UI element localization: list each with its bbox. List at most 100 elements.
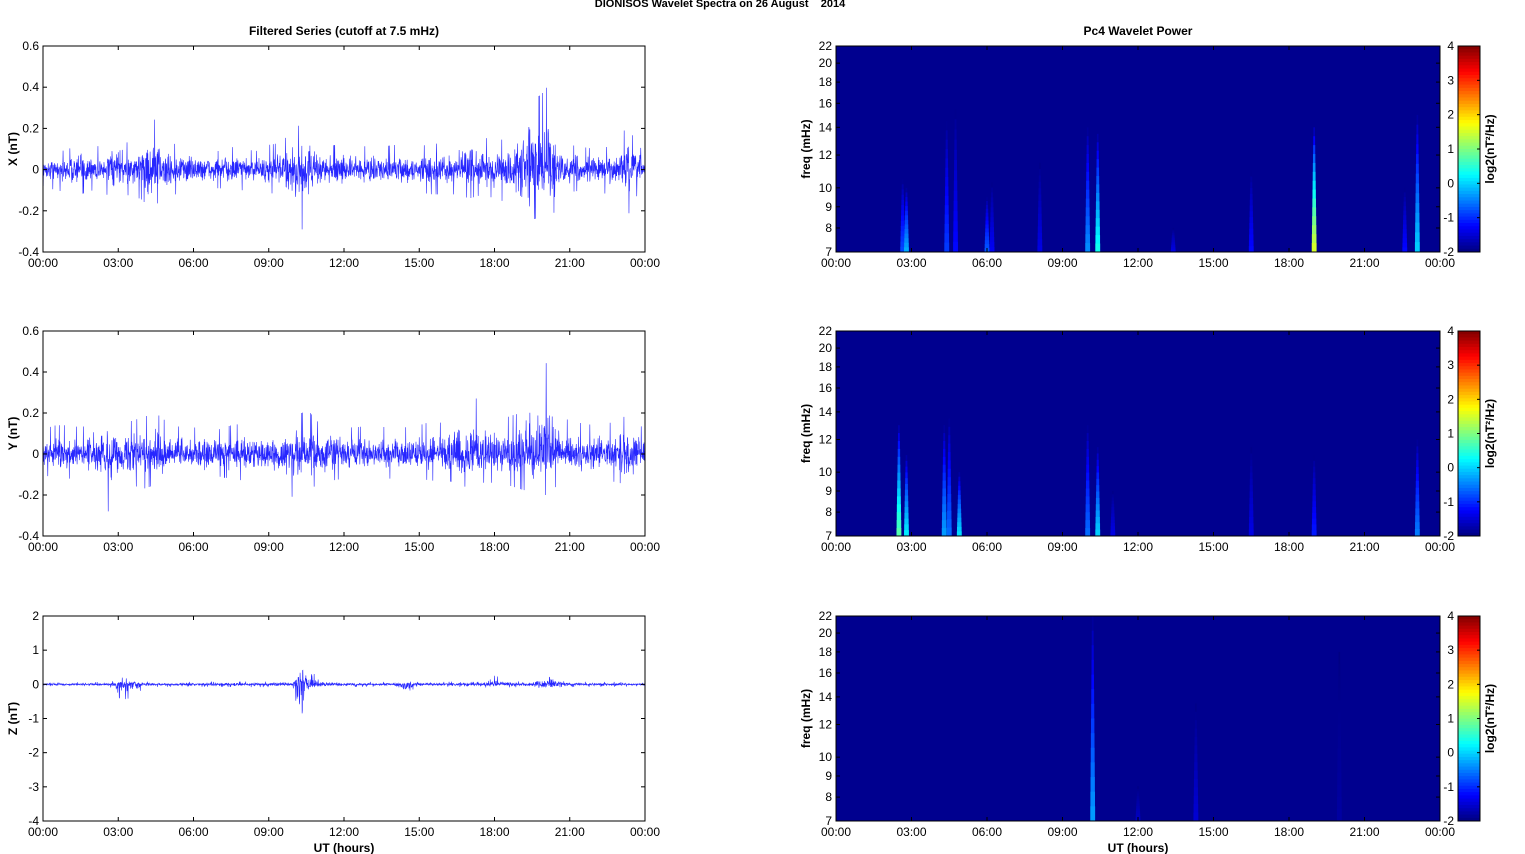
wavelet-burst <box>1416 134 1419 145</box>
wavelet-burst <box>1403 206 1407 212</box>
wavelet-burst <box>958 472 961 478</box>
wavelet-burst <box>1338 700 1341 713</box>
x-tick-label: 03:00 <box>896 825 926 839</box>
wavelet-burst <box>1416 460 1419 468</box>
wavelet-burst <box>1136 803 1140 807</box>
colorbar-cell <box>1458 503 1480 508</box>
wavelet-burst <box>1171 234 1175 237</box>
wavelet-burst <box>1111 497 1114 502</box>
colorbar-cell <box>1458 625 1480 630</box>
wavelet-burst <box>1085 520 1090 529</box>
x-tick-label: 03:00 <box>103 256 133 270</box>
wavelet-burst <box>1416 124 1419 135</box>
wavelet-burst <box>1248 529 1254 537</box>
wavelet-burst <box>904 530 909 537</box>
wavelet-burst <box>1085 504 1090 513</box>
x-tick-label: 00:00 <box>821 825 851 839</box>
colorbar-cell <box>1458 427 1480 431</box>
y-tick-label: 7 <box>825 529 832 543</box>
wavelet-burst <box>1136 798 1140 802</box>
wavelet-burst <box>1172 233 1175 236</box>
colorbar-cell <box>1458 210 1480 214</box>
wavelet-burst <box>1037 232 1043 240</box>
y-tick-label: 12 <box>819 148 833 162</box>
colorbar-cell <box>1458 641 1480 646</box>
colorbar-cell <box>1458 740 1480 745</box>
wavelet-burst <box>1137 788 1139 792</box>
wavelet-burst <box>904 233 909 239</box>
wavelet-burst <box>1249 510 1254 518</box>
wavelet-burst <box>989 242 995 248</box>
x-tick-label: 00:00 <box>821 256 851 270</box>
wavelet-burst <box>1249 217 1254 224</box>
y-tick-label: 7 <box>825 814 832 828</box>
colorbar-cell <box>1458 616 1480 620</box>
colorbar-cell <box>1458 638 1480 643</box>
spectrogram-background <box>836 331 1440 536</box>
y-axis-label: freq (mHz) <box>799 404 813 463</box>
y-tick-label: 18 <box>819 75 833 89</box>
wavelet-burst <box>1039 162 1041 170</box>
colorbar-cell <box>1458 475 1480 479</box>
colorbar-cell <box>1458 78 1480 82</box>
wavelet-burst <box>1095 226 1100 236</box>
wavelet-burst <box>1416 467 1419 475</box>
x-tick-label: 15:00 <box>1198 540 1228 554</box>
wavelet-burst <box>1250 447 1253 454</box>
y-tick-label: 20 <box>819 56 833 70</box>
y-tick-label: 8 <box>825 221 832 235</box>
colorbar-label: log2(nT²/Hz) <box>1483 114 1497 183</box>
signal-trace <box>42 363 646 512</box>
wavelet-burst <box>896 512 902 521</box>
wavelet-burst <box>1337 772 1342 786</box>
wavelet-burst <box>1091 718 1095 734</box>
x-tick-label: 09:00 <box>1047 825 1077 839</box>
wavelet-burst <box>900 231 905 237</box>
wavelet-burst <box>1090 806 1096 822</box>
wavelet-burst <box>945 177 949 187</box>
colorbar-cell <box>1458 808 1480 812</box>
wavelet-burst <box>1085 528 1091 537</box>
wavelet-burst <box>1096 142 1099 152</box>
wavelet-burst <box>1095 235 1101 244</box>
wavelet-burst <box>1091 616 1094 632</box>
wavelet-burst <box>1249 228 1254 235</box>
wavelet-burst <box>897 448 901 458</box>
signal-trace <box>42 669 646 714</box>
wavelet-burst <box>953 190 958 202</box>
wavelet-burst <box>1095 510 1100 518</box>
colorbar-cell <box>1458 420 1480 425</box>
wavelet-burst <box>946 519 952 529</box>
y-tick-label: 0 <box>32 447 39 461</box>
colorbar-tick-label: 2 <box>1447 392 1454 406</box>
wavelet-burst <box>1091 630 1094 646</box>
wavelet-burst <box>1038 175 1041 183</box>
y-tick-label: 22 <box>819 609 833 623</box>
wavelet-burst <box>1311 243 1317 253</box>
colorbar-cell <box>1458 705 1480 710</box>
colorbar-cell <box>1458 84 1480 89</box>
y-tick-label: 12 <box>819 718 833 732</box>
wavelet-burst <box>985 232 989 237</box>
wavelet-burst <box>904 224 909 230</box>
colorbar-cell <box>1458 94 1480 98</box>
wavelet-burst <box>1194 770 1198 780</box>
wavelet-burst <box>1085 198 1090 208</box>
wavelet-burst <box>1096 184 1100 194</box>
wavelet-burst <box>1312 483 1316 491</box>
colorbar-cell <box>1458 382 1480 386</box>
colorbar-cell <box>1458 644 1480 649</box>
x-tick-label: 09:00 <box>1047 256 1077 270</box>
wavelet-burst <box>905 460 908 468</box>
wavelet-burst <box>1403 210 1407 216</box>
wavelet-burst <box>1086 433 1089 442</box>
y-tick-label: 16 <box>819 666 833 680</box>
colorbar-cell <box>1458 65 1480 70</box>
wavelet-burst <box>904 247 909 253</box>
wavelet-burst <box>1096 485 1100 492</box>
colorbar-cell <box>1458 395 1480 399</box>
wavelet-burst <box>945 186 949 197</box>
colorbar-tick-label: 1 <box>1447 712 1454 726</box>
wavelet-burst <box>1086 472 1090 481</box>
